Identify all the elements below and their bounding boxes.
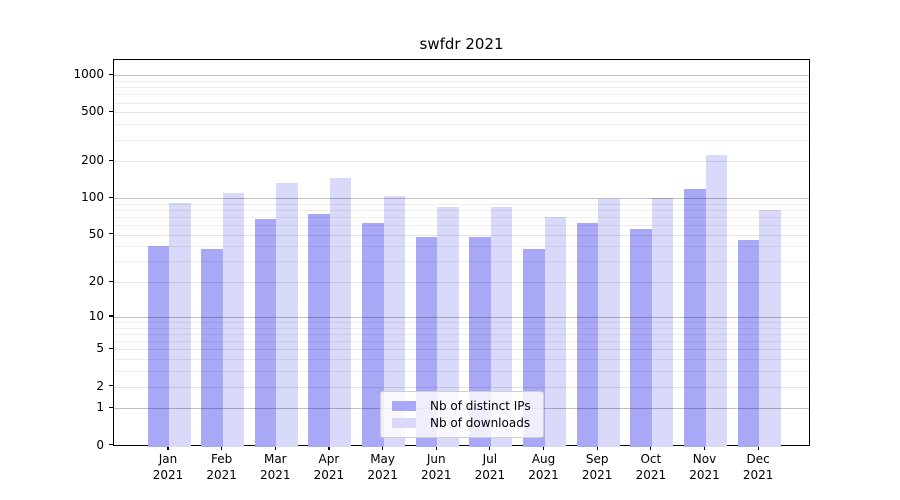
x-tick-label-jan: Jan 2021: [152, 452, 184, 482]
bar-distinct-ips-dec: [737, 240, 760, 447]
legend-label-downloads: Nb of downloads: [430, 416, 531, 431]
y-tick-label-2: 2: [96, 378, 104, 393]
bar-distinct-ips-nov: [684, 189, 706, 447]
y-tick-mark-200: [108, 159, 113, 161]
y-tick-label-500: 500: [81, 104, 104, 119]
y-tick-label-10: 10: [88, 308, 104, 323]
x-tick-mark-jan: [167, 446, 169, 450]
bars-layer: [114, 60, 809, 447]
bar-downloads-mar: [276, 183, 298, 447]
y-tick-mark-500: [108, 110, 113, 113]
x-tick-label-aug: Aug 2021: [528, 452, 559, 482]
bar-downloads-jul: [490, 207, 513, 447]
y-tick-mark-10: [108, 315, 113, 317]
legend-label-distinct-ips: Nb of distinct IPs: [430, 398, 531, 413]
x-tick-mark-feb: [221, 446, 223, 450]
x-tick-label-feb: Feb 2021: [206, 452, 237, 482]
x-tick-mark-aug: [542, 446, 545, 450]
x-tick-label-apr: Apr 2021: [313, 452, 345, 482]
y-tick-mark-20: [108, 280, 113, 283]
x-tick-mark-jun: [435, 446, 437, 450]
y-tick-mark-2: [108, 385, 113, 387]
x-tick-label-jun: Jun 2021: [420, 452, 452, 482]
x-tick-label-sep: Sep 2021: [581, 452, 613, 482]
bar-downloads-oct: [651, 198, 674, 447]
y-tick-label-5: 5: [96, 341, 104, 356]
legend: Nb of distinct IPs Nb of downloads: [380, 391, 544, 438]
x-tick-label-dec: Dec 2021: [742, 452, 774, 482]
bar-downloads-nov: [705, 154, 727, 447]
bar-distinct-ips-jan: [147, 246, 169, 447]
bar-downloads-aug: [544, 217, 567, 447]
x-tick-mark-sep: [596, 446, 598, 450]
bar-downloads-apr: [329, 178, 352, 447]
bar-downloads-feb: [222, 193, 245, 447]
legend-swatch-distinct-ips-icon: [392, 400, 416, 411]
y-tick-mark-50: [108, 233, 113, 235]
bar-distinct-ips-mar: [254, 218, 277, 447]
x-tick-label-may: May 2021: [367, 452, 398, 482]
x-tick-label-nov: Nov 2021: [689, 452, 720, 482]
y-tick-label-20: 20: [88, 274, 104, 289]
bar-distinct-ips-sep: [576, 222, 599, 447]
y-tick-label-200: 200: [81, 153, 104, 168]
y-tick-mark-0: [108, 444, 113, 446]
chart-title: swfdr 2021: [419, 35, 504, 53]
bar-downloads-jun: [437, 207, 459, 447]
y-tick-mark-1: [108, 406, 113, 409]
legend-item-distinct-ips: Nb of distinct IPs: [392, 399, 535, 413]
bar-distinct-ips-oct: [630, 228, 652, 447]
y-tick-label-1: 1: [96, 400, 104, 415]
x-tick-label-oct: Oct 2021: [635, 452, 667, 482]
bar-downloads-may: [383, 195, 406, 447]
bar-distinct-ips-apr: [308, 214, 330, 447]
y-tick-mark-100: [108, 196, 113, 198]
bar-distinct-ips-feb: [201, 249, 223, 447]
x-tick-mark-jul: [489, 446, 491, 450]
bar-distinct-ips-may: [362, 222, 384, 447]
x-tick-mark-oct: [650, 446, 652, 450]
x-tick-label-jul: Jul 2021: [474, 452, 506, 482]
x-tick-mark-apr: [328, 446, 330, 450]
bar-downloads-dec: [759, 209, 781, 447]
legend-item-downloads: Nb of downloads: [392, 416, 535, 430]
x-tick-mark-nov: [703, 446, 706, 450]
x-tick-mark-mar: [274, 446, 276, 450]
plot-area: [113, 59, 810, 447]
y-tick-label-1000: 1000: [73, 67, 104, 82]
y-tick-label-0: 0: [96, 437, 104, 452]
legend-swatch-downloads-icon: [392, 418, 416, 429]
bar-downloads-sep: [598, 199, 620, 447]
x-tick-mark-may: [382, 446, 384, 450]
y-tick-label-50: 50: [88, 226, 104, 241]
y-tick-label-100: 100: [81, 190, 104, 205]
bar-downloads-jan: [169, 202, 191, 447]
x-tick-mark-dec: [757, 446, 759, 450]
y-tick-mark-5: [108, 347, 113, 350]
x-tick-label-mar: Mar 2021: [260, 452, 291, 482]
y-tick-mark-1000: [108, 73, 113, 75]
